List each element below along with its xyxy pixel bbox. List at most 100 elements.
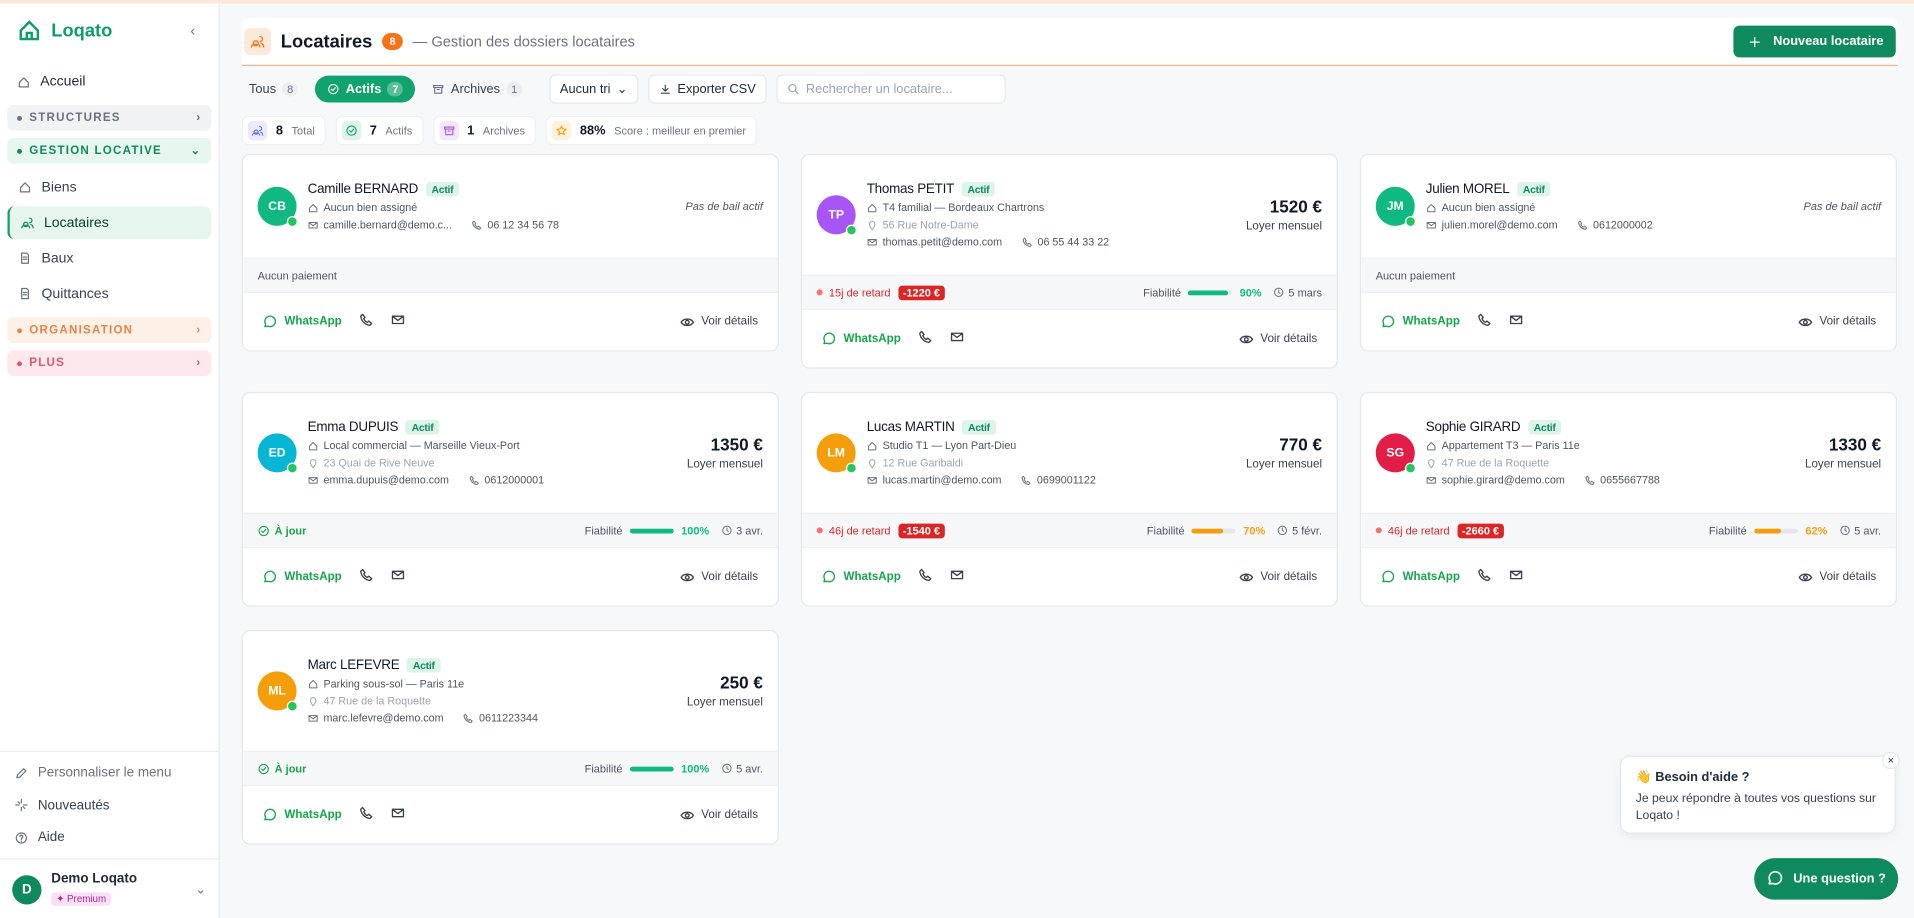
tenant-card[interactable]: SG Sophie GIRARD Actif Appartement T3 — P… [1359,391,1897,607]
call-button[interactable] [359,312,374,330]
search-input[interactable]: Rechercher un locataire... [776,74,1007,104]
reliability-track [629,527,674,533]
reliability: Fiabilité 100% 3 avr. [585,524,763,536]
email-button[interactable] [1509,568,1524,586]
payment-strip: À jour Fiabilité 100% 5 avr. [242,750,778,787]
rent: 770 € [1279,434,1323,455]
toolbar: Tous 8 Actifs 7 Archives 1 Aucun tri ⌄ Exporter … [242,74,1898,104]
property-line: Aucun bien assigné [1426,201,1793,214]
tenant-name: Thomas PETIT [866,181,955,197]
email: marc.lefevre@demo.com [323,711,444,724]
email-button[interactable] [1509,312,1524,330]
page-subtitle: — Gestion des dossiers locataires [412,32,635,51]
icon [679,810,694,819]
nav-label: Baux [41,250,74,266]
nav-item[interactable]: Baux [7,242,211,275]
whatsapp-button[interactable]: WhatsApp [822,569,901,584]
tenant-name: Camille BERNARD [307,181,419,197]
footer-item[interactable]: Nouveautés [0,789,219,821]
sort-button[interactable]: Aucun tri ⌄ [548,74,639,104]
call-button[interactable] [359,806,374,824]
whatsapp-button[interactable]: WhatsApp [1381,314,1460,329]
filter-tab[interactable]: Archives 1 [425,76,529,103]
call-button[interactable] [918,568,933,586]
email-button[interactable] [391,312,406,330]
tenant-card[interactable]: CB Camille BERNARD Actif Aucun bien assig… [241,153,779,352]
sidebar-footer: Personnaliser le menu Nouveautés Aide [0,750,219,854]
nav-section[interactable]: STRUCTURES › [7,104,212,131]
footer-item[interactable]: Aide [0,822,219,854]
email-button[interactable] [391,568,406,586]
help-button[interactable]: Une question ? [1754,858,1899,900]
call-button[interactable] [1477,312,1492,330]
tenant-card[interactable]: TP Thomas PETIT Actif T4 familial — Borde… [800,153,1338,369]
email: camille.bernard@demo.c... [323,218,452,231]
nav-section[interactable]: GESTION LOCATIVE ⌄ [7,137,212,164]
brand[interactable]: Loqato [17,18,112,42]
user-plan: ✦ Premium [51,891,112,906]
due-date-label: 3 avr. [736,524,763,537]
icon [679,317,694,326]
details-button[interactable]: Voir détails [1238,569,1317,584]
export-button[interactable]: Exporter CSV [648,74,767,104]
details-button[interactable]: Voir détails [679,314,758,329]
reliability-fill [629,765,674,771]
email-button[interactable] [950,330,965,348]
user[interactable]: D Demo Loqato ✦ Premium ⌄ [0,858,219,918]
details-button[interactable]: Voir détails [679,569,758,584]
details-button[interactable]: Voir détails [1238,331,1317,346]
icon [867,238,877,245]
icon [464,713,474,723]
icon [251,125,264,136]
tenant-card[interactable]: ED Emma DUPUIS Actif Local commercial — M… [241,391,779,607]
filter-tab[interactable]: Actifs 7 [315,75,416,103]
icon [1426,476,1436,483]
nav-item[interactable]: Accueil [0,66,219,98]
call-button[interactable] [1477,568,1492,586]
help-popup: 👋 Besoin d'aide ? Je peux répondre à tout… [1619,751,1900,834]
whatsapp-button[interactable]: WhatsApp [262,314,342,329]
icon [1478,568,1491,582]
payment-strip: À jour Fiabilité 100% 3 avr. [242,512,778,549]
nav-section[interactable]: PLUS › [7,350,212,376]
call-button[interactable] [918,330,933,348]
call-button[interactable] [359,568,374,586]
footer-item[interactable]: Personnaliser le menu [0,757,219,789]
close-button[interactable]: × [1882,751,1900,770]
details-label: Voir détails [701,570,759,584]
user-name: Demo Loqato [51,870,138,886]
collapse-button[interactable]: ‹ [190,21,196,40]
whatsapp-button[interactable]: WhatsApp [262,807,342,822]
nav-item[interactable]: Biens [7,171,211,204]
new-tenant-button[interactable]: Nouveau locataire [1732,25,1896,58]
details-button[interactable]: Voir détails [1797,569,1876,584]
whatsapp-button[interactable]: WhatsApp [822,331,901,346]
filter-tab[interactable]: Tous 8 [242,76,306,103]
section-label: STRUCTURES [17,111,121,124]
reliability-value: 70% [1243,524,1266,537]
nav-section[interactable]: ORGANISATION › [7,317,212,344]
tenant-card[interactable]: LM Lucas MARTIN Actif Studio T1 — Lyon Pa… [800,391,1338,607]
nav-item[interactable]: Locataires [7,206,212,240]
details-button[interactable]: Voir détails [679,807,758,822]
late-amount: -2660 € [1456,523,1504,538]
details-button[interactable]: Voir détails [1797,314,1876,329]
stat-chip: 88% Score : meilleur en premier [545,115,758,146]
icon [919,568,932,582]
phone: 0611223344 [479,711,538,724]
whatsapp-button[interactable]: WhatsApp [262,569,342,584]
rent-caption: Loyer mensuel [1805,457,1882,472]
icon [360,568,373,582]
search-placeholder: Rechercher un locataire... [805,81,953,97]
whatsapp-button[interactable]: WhatsApp [1381,569,1460,584]
nav-item[interactable]: Quittances [7,277,211,310]
email-button[interactable] [950,568,965,586]
tenant-card[interactable]: ML Marc LEFEVRE Actif Parking sous-sol — … [241,629,779,845]
email: emma.dupuis@demo.com [323,473,449,486]
tab-count: 1 [506,81,523,97]
tenant-card[interactable]: JM Julien MOREL Actif Aucun bien assigné … [1359,153,1897,352]
email-button[interactable] [391,806,406,824]
stat-value: 1 [467,123,475,138]
payment-strip: Aucun paiement [1361,257,1896,293]
